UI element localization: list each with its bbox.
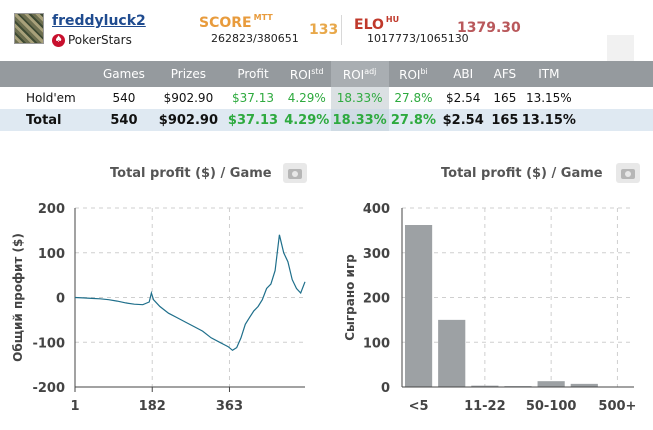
profit-series-line: [74, 234, 306, 352]
table-row-total: Total 540 $902.90 $37.13 4.29% 18.33% 27…: [0, 109, 653, 131]
profit-chart-title: Total profit ($) / Game: [110, 166, 272, 181]
y-axis-label: Общий профит ($): [11, 233, 25, 362]
y-tick-label: 100: [38, 247, 65, 262]
header-abi[interactable]: ABI: [438, 61, 489, 87]
cell-abi: $2.54: [438, 109, 489, 131]
cell-roi-adj: 18.33%: [330, 109, 389, 131]
y-tick-label: 0: [381, 381, 390, 396]
header-games[interactable]: Games: [94, 61, 154, 87]
y-tick-label: 200: [38, 202, 65, 217]
profit-line-chart: 200 100 0 -100 -200 1 182 363 Общий профит ($): [11, 202, 306, 414]
elo-rating: 1379.30: [457, 20, 521, 36]
score-label-text: SCORE: [199, 15, 252, 31]
cell-games: 540: [112, 91, 136, 105]
x-tick-label: <5: [409, 399, 429, 414]
games-histogram-chart: 0 100 200 300 400 <5 11-22 50-100 500+ Сыграно иг…: [343, 202, 636, 414]
cell-tail: [576, 87, 653, 109]
divider: [341, 15, 342, 45]
player-header: freddyluck2 ♠ PokerStars SCORE MTT 262823…: [0, 0, 653, 61]
site-name: PokerStars: [68, 33, 132, 47]
y-tick-label: 0: [56, 292, 65, 307]
x-tick-label: 11-22: [464, 399, 506, 414]
histogram-chart-camera-icon[interactable]: [616, 163, 640, 183]
header-roi-adj-text: ROI: [342, 67, 365, 82]
cell-roi-bi: 27.8%: [394, 91, 433, 105]
histogram-bar: [404, 225, 433, 387]
cell-tail: [575, 109, 653, 131]
cell-prizes: $902.90: [153, 109, 224, 131]
histogram-chart-title: Total profit ($) / Game: [441, 166, 603, 181]
row-label: Hold'em: [26, 91, 76, 105]
cell-roi-std: 4.29%: [287, 91, 326, 105]
x-tick-label: 50-100: [526, 399, 577, 414]
cell-abi: $2.54: [446, 91, 481, 105]
header-profit[interactable]: Profit: [223, 61, 283, 87]
histogram-bar: [570, 383, 598, 387]
cell-afs: 165: [488, 109, 522, 131]
cell-afs: 165: [493, 91, 517, 105]
profit-chart-camera-icon[interactable]: [283, 163, 307, 183]
cell-prizes: $902.90: [163, 91, 214, 105]
histogram-bar: [471, 385, 499, 387]
y-tick-label: 100: [363, 336, 390, 351]
header-roi-bi-sup: bi: [420, 66, 428, 76]
y-axis-label: Сыграно игр: [343, 254, 357, 341]
y-tick-label: 200: [363, 292, 390, 307]
header-prizes[interactable]: Prizes: [153, 61, 224, 87]
row-label: Total: [0, 109, 95, 131]
header-afs[interactable]: AFS: [488, 61, 522, 87]
histogram-bar: [438, 319, 466, 387]
elo-label-text: ELO: [354, 17, 384, 33]
header-roi-bi-text: ROI: [399, 67, 421, 82]
site-label: ♠ PokerStars: [52, 33, 132, 47]
header-roi-adj-sup: adj: [364, 66, 377, 76]
x-tick-label: 500+: [598, 399, 636, 414]
elo-label: ELO HU: [354, 15, 400, 33]
y-tick-label: 400: [363, 202, 390, 217]
header-itm[interactable]: ITM: [521, 61, 576, 87]
table-row: Hold'em 540 $902.90 $37.13 4.29% 18.33% …: [0, 87, 653, 109]
avatar[interactable]: [14, 13, 44, 44]
cell-itm: 13.15%: [525, 91, 572, 105]
score-label: SCORE MTT: [199, 13, 273, 31]
y-tick-label: -200: [32, 381, 65, 396]
cell-roi-bi: 27.8%: [388, 109, 439, 131]
score-sup: MTT: [253, 13, 273, 22]
elo-sup: HU: [385, 15, 400, 24]
stats-table: Games Prizes Profit ROIstd ROIadj ROIbi …: [0, 61, 653, 131]
cell-roi-std: 4.29%: [282, 109, 331, 131]
y-tick-label: -100: [32, 336, 65, 351]
stats-header-tail: [575, 61, 653, 87]
stats-header-blank: [0, 61, 95, 87]
x-tick-label: 182: [139, 399, 166, 414]
x-tick-label: 363: [216, 399, 243, 414]
y-tick-label: 300: [363, 247, 390, 262]
cell-profit: $37.13: [223, 109, 283, 131]
pokerstars-logo-icon: ♠: [52, 33, 65, 47]
x-tick-label: 1: [70, 399, 79, 414]
score-fraction: 262823/380651: [211, 32, 299, 45]
header-roi-adj[interactable]: ROIadj: [330, 61, 389, 87]
username-link[interactable]: freddyluck2: [52, 13, 146, 29]
score-value: 133: [309, 22, 339, 38]
cell-roi-adj: 18.33%: [330, 87, 389, 109]
header-roi-bi[interactable]: ROIbi: [388, 61, 439, 87]
cell-games: 540: [94, 109, 154, 131]
cell-profit: $37.13: [232, 91, 274, 105]
elo-fraction: 1017773/1065130: [367, 32, 469, 45]
corner-box[interactable]: [607, 35, 634, 61]
histogram-bar: [537, 381, 565, 387]
header-roi-std-sup: std: [311, 66, 324, 76]
header-roi-std[interactable]: ROIstd: [282, 61, 331, 87]
stats-header-row: Games Prizes Profit ROIstd ROIadj ROIbi …: [0, 61, 653, 87]
header-roi-std-text: ROI: [289, 67, 312, 82]
cell-itm: 13.15%: [521, 109, 576, 131]
